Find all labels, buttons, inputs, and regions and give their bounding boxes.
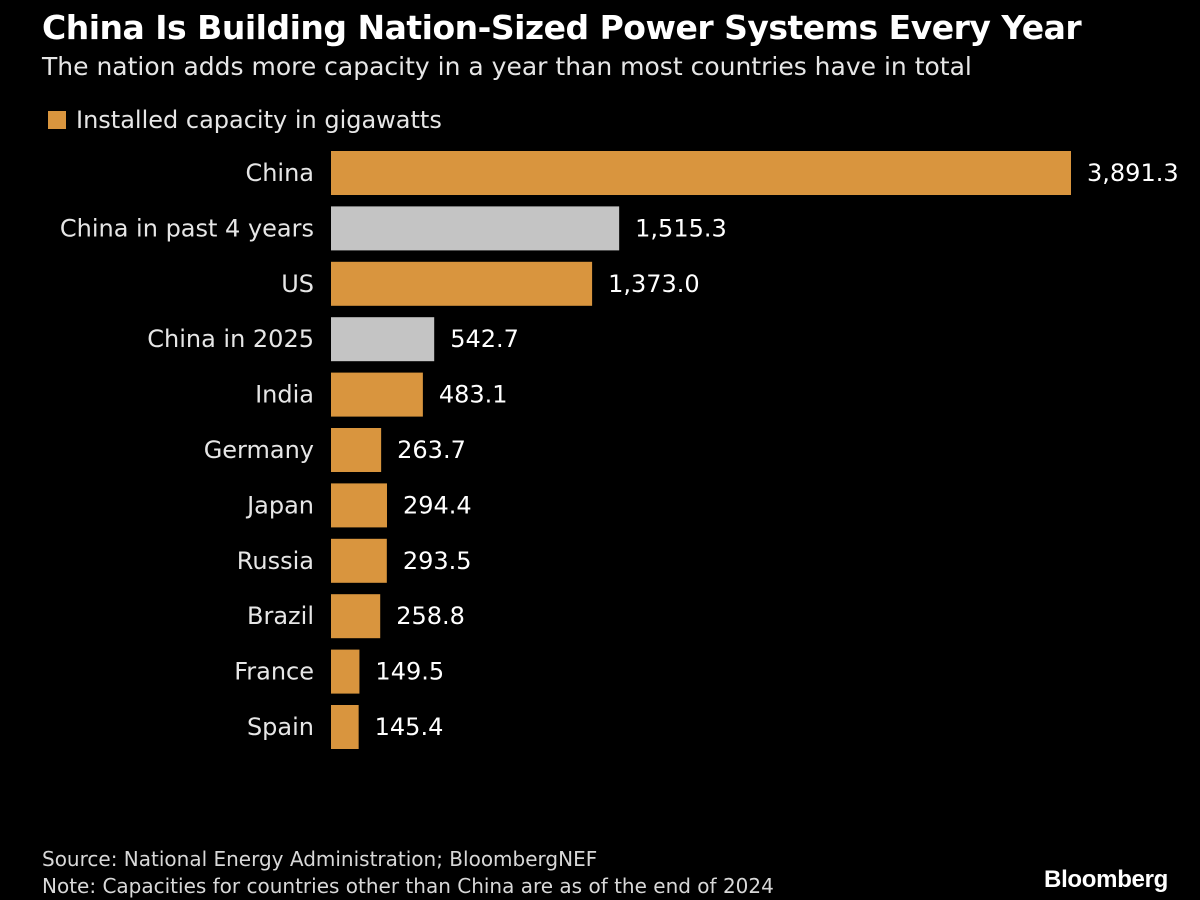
category-label: China in past 4 years — [60, 214, 314, 242]
bar — [331, 372, 423, 417]
bar — [331, 428, 382, 472]
value-label: 145.4 — [375, 713, 444, 741]
legend-swatch — [48, 111, 66, 129]
bar — [331, 705, 359, 749]
bar — [331, 594, 381, 639]
category-label: France — [234, 658, 314, 686]
source-text: Source: National Energy Administration; … — [42, 847, 598, 871]
bar — [331, 538, 387, 583]
value-label: 293.5 — [403, 547, 472, 575]
bar — [331, 483, 387, 528]
value-label: 483.1 — [439, 381, 508, 409]
category-label: Brazil — [247, 602, 314, 630]
value-label: 1,373.0 — [608, 270, 700, 298]
legend-label: Installed capacity in gigawatts — [76, 106, 442, 134]
value-label: 294.4 — [403, 491, 472, 519]
category-label: China in 2025 — [147, 325, 314, 353]
category-label: Japan — [245, 491, 314, 519]
category-label: Germany — [204, 436, 314, 464]
bar — [331, 317, 435, 362]
note-text: Note: Capacities for countries other tha… — [42, 874, 774, 898]
value-label: 1,515.3 — [635, 214, 727, 242]
category-label: Russia — [237, 547, 314, 575]
bar — [331, 261, 593, 306]
legend: Installed capacity in gigawatts — [48, 106, 442, 134]
value-label: 258.8 — [396, 602, 465, 630]
category-label: India — [255, 381, 314, 409]
value-label: 3,891.3 — [1087, 159, 1179, 187]
chart-subtitle: The nation adds more capacity in a year … — [42, 52, 972, 81]
category-label: China — [245, 159, 314, 187]
value-label: 263.7 — [397, 436, 466, 464]
category-label: Spain — [247, 713, 314, 741]
bar — [331, 649, 360, 694]
value-label: 149.5 — [375, 658, 444, 686]
bar — [331, 151, 1071, 195]
category-label: US — [281, 270, 314, 298]
bloomberg-logo: Bloomberg — [1044, 866, 1168, 893]
bar — [331, 206, 620, 251]
chart-title: China Is Building Nation-Sized Power Sys… — [42, 8, 1082, 47]
value-label: 542.7 — [450, 325, 519, 353]
